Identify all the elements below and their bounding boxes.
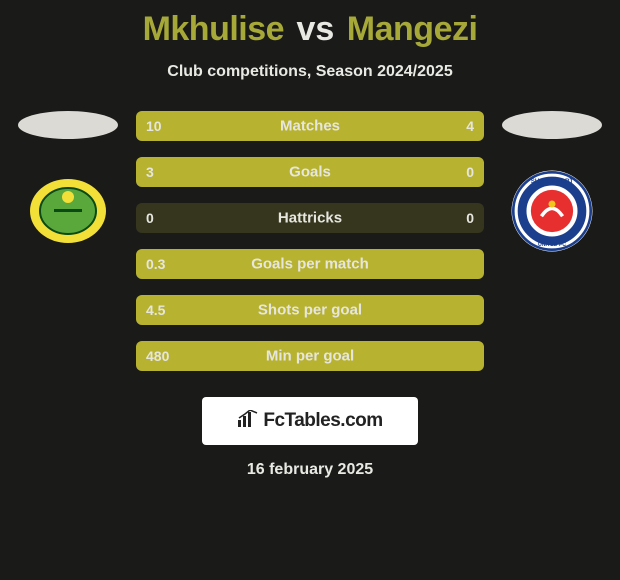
stat-bar: Goals per match 0.3 (136, 249, 484, 279)
left-column (8, 111, 128, 387)
brand-chart-icon (237, 410, 259, 433)
bars-column: Matches 10 4 Goals 3 0 Hattricks 0 0 Goals per ma… (128, 111, 492, 387)
stat-bar-label: Goals per match (251, 256, 369, 273)
player2-name: Mangezi (347, 10, 478, 48)
svg-text:UNITED FC: UNITED FC (538, 242, 566, 248)
right-column: SUPERSPORT UNITED FC (492, 111, 612, 387)
stat-bar-value-left: 480 (146, 348, 169, 364)
main-area: Matches 10 4 Goals 3 0 Hattricks 0 0 Goals per ma… (0, 111, 620, 387)
title-row: Mkhulise vs Mangezi (0, 0, 620, 49)
player2-avatar (502, 111, 602, 139)
stat-bar-value-left: 3 (146, 164, 154, 180)
date-text: 16 february 2025 (0, 461, 620, 479)
stat-bar: Goals 3 0 (136, 157, 484, 187)
svg-text:SUPERSPORT: SUPERSPORT (531, 178, 574, 185)
infographic-root: Mkhulise vs Mangezi Club competitions, S… (0, 0, 620, 580)
stat-bar-value-left: 0.3 (146, 256, 165, 272)
club2-crest: SUPERSPORT UNITED FC (508, 167, 596, 255)
stat-bar-label: Matches (280, 118, 340, 135)
stat-bar-value-left: 0 (146, 210, 154, 226)
vs-text: vs (297, 10, 335, 48)
stat-bar-label: Hattricks (278, 210, 342, 227)
stat-bar: Hattricks 0 0 (136, 203, 484, 233)
stat-bar-value-right: 4 (466, 118, 474, 134)
stat-bar-value-left: 4.5 (146, 302, 165, 318)
stat-bar-value-right: 0 (466, 164, 474, 180)
stat-bar: Matches 10 4 (136, 111, 484, 141)
club1-crest-icon (24, 167, 112, 255)
stat-bar-fill-left (136, 111, 383, 141)
club2-crest-icon: SUPERSPORT UNITED FC (508, 161, 596, 261)
player1-avatar (18, 111, 118, 139)
brand-text: FcTables.com (263, 410, 382, 432)
stat-bar-label: Shots per goal (258, 302, 362, 319)
stat-bar: Shots per goal 4.5 (136, 295, 484, 325)
stat-bar-value-right: 0 (466, 210, 474, 226)
stat-bar-label: Min per goal (266, 348, 354, 365)
stat-bar: Min per goal 480 (136, 341, 484, 371)
club1-crest (24, 167, 112, 255)
brand-box: FcTables.com (202, 397, 418, 445)
stat-bar-value-left: 10 (146, 118, 162, 134)
player1-name: Mkhulise (143, 10, 284, 48)
subtitle: Club competitions, Season 2024/2025 (0, 63, 620, 81)
stat-bar-label: Goals (289, 164, 331, 181)
